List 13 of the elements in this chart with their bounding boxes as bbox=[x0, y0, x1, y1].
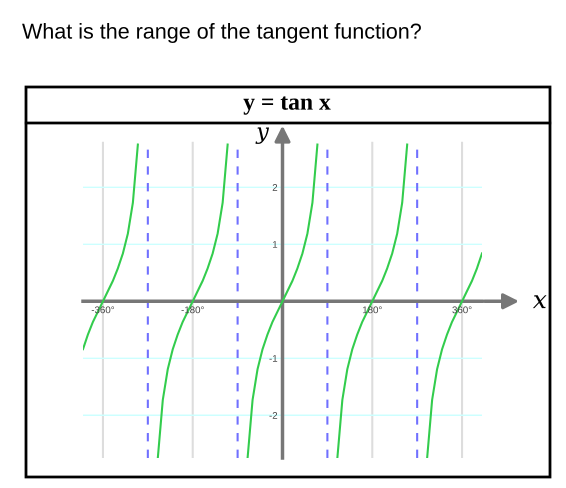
line-series bbox=[246, 144, 318, 458]
y-tick-label: -2 bbox=[269, 412, 278, 419]
line-series bbox=[336, 144, 408, 458]
y-tick-label: -1 bbox=[269, 355, 278, 362]
line-series bbox=[426, 252, 482, 458]
chart-subtitle: y = tan x bbox=[243, 96, 331, 115]
x-axis-title: x bbox=[532, 295, 547, 308]
y-axis-title: y bbox=[255, 127, 270, 144]
y-tick-label: 1 bbox=[272, 241, 278, 248]
line-series bbox=[156, 144, 229, 458]
y-tick-label: 2 bbox=[272, 184, 278, 191]
line-series bbox=[83, 144, 139, 350]
chart-title: What is the range of the tangent function? bbox=[22, 22, 421, 44]
